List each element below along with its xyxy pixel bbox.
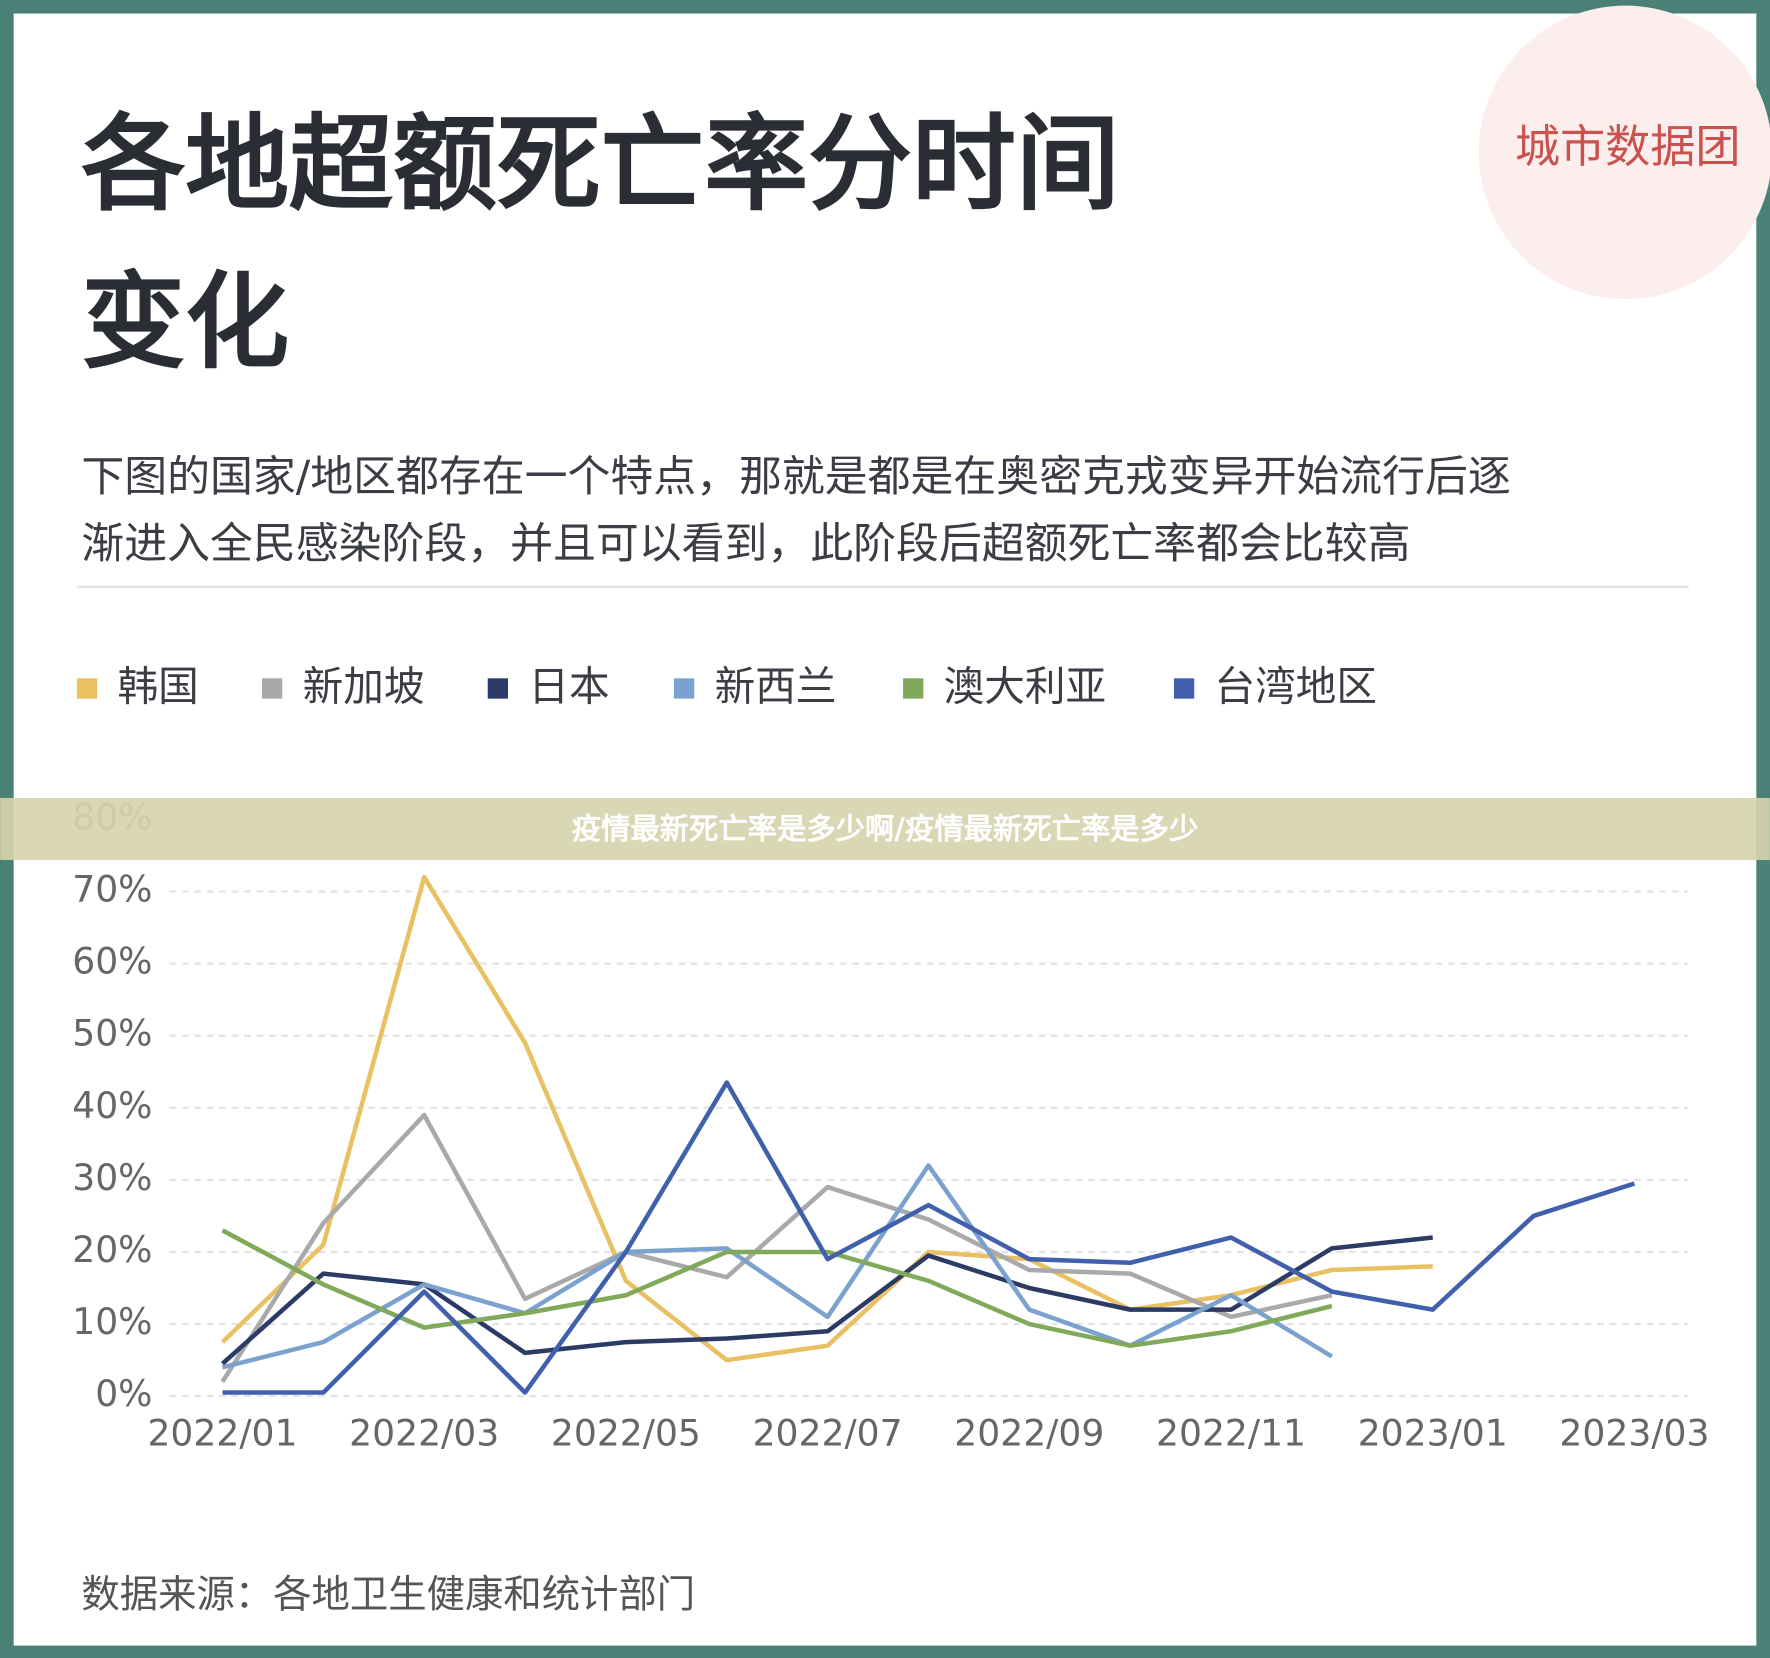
legend-swatch [261, 678, 283, 699]
x-tick-label: 2022/09 [954, 1412, 1104, 1455]
legend-swatch [673, 678, 695, 699]
legend-swatch [1173, 678, 1195, 699]
source: 数据来源：各地卫生健康和统计部门 [81, 1573, 695, 1618]
x-tick-label: 2023/03 [1559, 1412, 1709, 1455]
legend-label: 澳大利亚 [944, 663, 1107, 711]
banner-band [0, 797, 1770, 861]
y-tick-label: 50% [72, 1012, 152, 1055]
legend-swatch [903, 678, 924, 699]
x-tick-label: 2023/01 [1358, 1412, 1508, 1455]
watermark: 城市数据团 [1515, 120, 1741, 173]
y-tick-label: 30% [72, 1156, 152, 1199]
legend-label: 日本 [528, 663, 609, 711]
y-tick-label: 0% [95, 1372, 152, 1415]
y-tick-label: 60% [72, 940, 152, 983]
legend-swatch [487, 678, 509, 699]
series-line [221, 1228, 1333, 1348]
legend-label: 韩国 [118, 663, 199, 711]
x-tick-label: 2022/03 [349, 1412, 499, 1455]
legend-swatch [76, 678, 98, 699]
y-tick-label: 20% [72, 1228, 152, 1271]
legend-label: 新加坡 [303, 663, 425, 711]
y-tick-label: 70% [72, 867, 152, 910]
legend-label: 新西兰 [715, 663, 837, 711]
series-line [221, 1163, 1334, 1370]
subtitle: 下图的国家/地区都存在一个特点，那就是都是在奥密克戎变异开始流行后逐 [81, 452, 1510, 502]
banner: 疫情最新死亡率是多少啊/疫情最新死亡率是多少 [572, 812, 1199, 846]
watermark-circle [1478, 5, 1770, 300]
y-tick-label: 10% [72, 1300, 152, 1343]
series-line [220, 1112, 1333, 1383]
x-tick-label: 2022/07 [753, 1412, 903, 1455]
x-tick-label: 2022/05 [551, 1412, 701, 1455]
x-tick-label: 2022/11 [1156, 1412, 1306, 1455]
x-tick-label: 2022/01 [147, 1412, 297, 1455]
series-line [222, 1080, 1636, 1395]
title: 各地超额死亡率分时间 [81, 105, 1119, 225]
legend-label: 台湾地区 [1215, 663, 1378, 711]
subtitle: 渐进入全民感染阶段，并且可以看到，此阶段后超额死亡率都会比较高 [81, 519, 1410, 569]
y-tick-label: 40% [72, 1084, 152, 1127]
title: 变化 [81, 263, 289, 383]
